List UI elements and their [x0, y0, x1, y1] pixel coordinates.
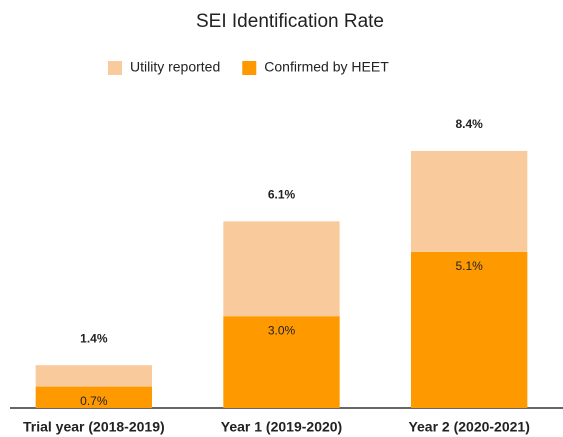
x-tick-label: Trial year (2018-2019): [23, 419, 165, 435]
total-label: 6.1%: [268, 188, 296, 202]
total-label: 8.4%: [455, 117, 483, 131]
bar-segment: [410, 150, 528, 252]
legend-swatch: [242, 61, 257, 75]
x-tick-label: Year 2 (2020-2021): [408, 419, 529, 435]
bar-segment: [35, 365, 153, 387]
bar-segment: [223, 221, 340, 317]
legend-swatch: [108, 61, 122, 75]
legend-label: Confirmed by HEET: [264, 59, 389, 75]
x-tick-label: Year 1 (2019-2020): [221, 419, 342, 435]
bar-segment: [410, 251, 528, 408]
bar-segment: [223, 316, 340, 408]
chart-title: SEI Identification Rate: [196, 11, 384, 32]
total-label: 1.4%: [80, 331, 108, 345]
legend-label: Utility reported: [130, 59, 220, 75]
value-label: 3.0%: [268, 323, 296, 337]
value-label: 5.1%: [455, 259, 483, 273]
value-label: 0.7%: [80, 394, 108, 408]
bar-segment: [35, 386, 153, 408]
